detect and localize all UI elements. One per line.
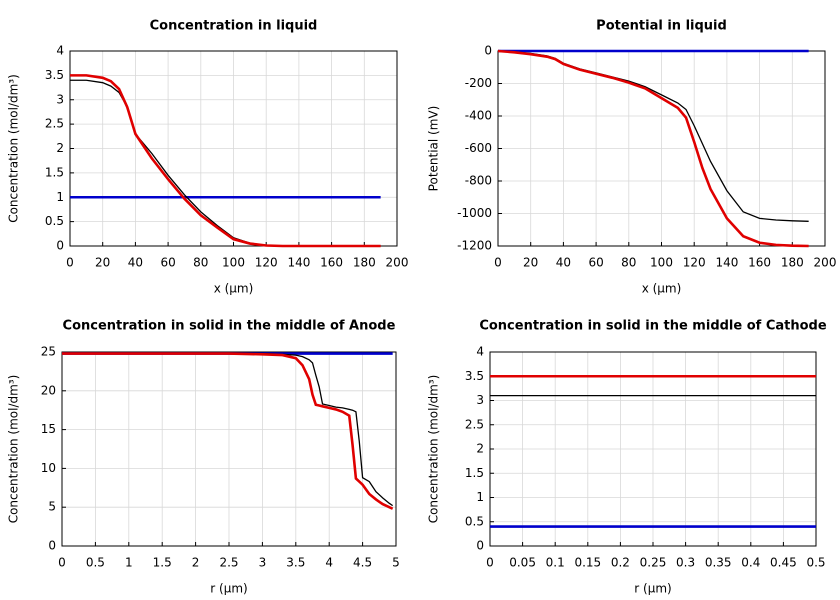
- x-tick-label: 20: [95, 256, 110, 270]
- x-axis-label: r (µm): [634, 582, 671, 596]
- y-tick-label: -1200: [457, 239, 492, 253]
- x-tick-label: 20: [523, 256, 538, 270]
- y-tick-label: 20: [41, 383, 56, 397]
- y-axis-label: Concentration (mol/dm³): [7, 375, 21, 524]
- x-tick-label: 80: [621, 256, 636, 270]
- y-tick-label: 15: [41, 422, 56, 436]
- x-tick-label: 0.15: [574, 556, 601, 570]
- x-tick-label: 0.05: [509, 556, 536, 570]
- x-tick-label: 4.5: [353, 556, 372, 570]
- x-tick-label: 180: [353, 256, 376, 270]
- y-tick-label: 0: [56, 239, 64, 253]
- y-tick-label: 3: [476, 393, 484, 407]
- y-tick-label: 1: [56, 190, 64, 204]
- x-tick-label: 0: [58, 556, 66, 570]
- x-tick-label: 180: [781, 256, 804, 270]
- y-tick-label: -1000: [457, 206, 492, 220]
- y-tick-label: -600: [465, 141, 492, 155]
- x-axis-label: x (µm): [642, 282, 682, 296]
- x-tick-label: 0.2: [611, 556, 630, 570]
- y-tick-label: 5: [48, 500, 56, 514]
- data-line: [62, 352, 394, 510]
- x-tick-label: 0.5: [806, 556, 825, 570]
- y-tick-label: 1: [476, 490, 484, 504]
- y-tick-label: 3.5: [465, 369, 484, 383]
- y-tick-label: 25: [41, 345, 56, 359]
- y-tick-label: 0: [484, 44, 492, 58]
- x-tick-label: 140: [287, 256, 310, 270]
- x-tick-label: 160: [320, 256, 343, 270]
- y-axis-label: Concentration (mol/dm³): [7, 74, 21, 223]
- y-tick-label: 2: [476, 442, 484, 456]
- x-tick-label: 60: [588, 256, 603, 270]
- y-tick-label: 4: [56, 44, 64, 58]
- x-tick-label: 0.1: [546, 556, 565, 570]
- y-axis-label: Concentration (mol/dm³): [427, 375, 441, 524]
- x-tick-label: 0: [486, 556, 494, 570]
- x-tick-label: 0.4: [741, 556, 760, 570]
- data-line: [70, 74, 381, 248]
- x-tick-label: 2.5: [219, 556, 238, 570]
- x-tick-label: 0: [66, 256, 74, 270]
- y-tick-label: 0.5: [45, 214, 64, 228]
- x-tick-label: 100: [650, 256, 673, 270]
- y-tick-label: 1.5: [45, 165, 64, 179]
- y-tick-label: 0.5: [465, 514, 484, 528]
- x-tick-label: 200: [386, 256, 409, 270]
- x-tick-label: 40: [556, 256, 571, 270]
- y-tick-label: -400: [465, 109, 492, 123]
- x-axis-label: r (µm): [210, 582, 247, 596]
- x-tick-label: 0.3: [676, 556, 695, 570]
- x-tick-label: 0: [494, 256, 502, 270]
- chart-title: Potential in liquid: [596, 19, 727, 34]
- y-tick-label: 2.5: [45, 117, 64, 131]
- x-axis-label: x (µm): [214, 282, 254, 296]
- chart-title: Concentration in liquid: [150, 19, 318, 34]
- x-tick-label: 40: [128, 256, 143, 270]
- data-line: [497, 49, 809, 248]
- x-tick-label: 0.5: [86, 556, 105, 570]
- x-tick-label: 0.45: [770, 556, 797, 570]
- x-tick-label: 200: [814, 256, 837, 270]
- y-tick-label: 3.5: [45, 68, 64, 82]
- x-tick-label: 0.35: [705, 556, 732, 570]
- x-tick-label: 2: [192, 556, 200, 570]
- y-tick-label: -800: [465, 174, 492, 188]
- plot-frame: [61, 351, 397, 547]
- x-tick-label: 3.5: [286, 556, 305, 570]
- x-tick-label: 4: [325, 556, 333, 570]
- x-tick-label: 5: [392, 556, 400, 570]
- chart-title: Concentration in solid in the middle of …: [63, 319, 396, 334]
- chart-title: Concentration in solid in the middle of …: [479, 319, 827, 334]
- y-tick-label: 1.5: [465, 466, 484, 480]
- y-tick-label: 2.5: [465, 417, 484, 431]
- data-line: [70, 79, 381, 247]
- plot-frame: [69, 50, 398, 247]
- y-tick-label: 3: [56, 92, 64, 106]
- x-tick-label: 1.5: [153, 556, 172, 570]
- y-tick-label: 0: [48, 539, 56, 553]
- data-line: [497, 50, 809, 222]
- y-tick-label: 0: [476, 539, 484, 553]
- x-tick-label: 80: [193, 256, 208, 270]
- y-tick-label: 4: [476, 345, 484, 359]
- y-tick-label: -200: [465, 76, 492, 90]
- y-axis-label: Potential (mV): [427, 106, 441, 192]
- x-tick-label: 140: [715, 256, 738, 270]
- x-tick-label: 120: [683, 256, 706, 270]
- x-tick-label: 120: [255, 256, 278, 270]
- x-tick-label: 160: [748, 256, 771, 270]
- x-tick-label: 1: [125, 556, 133, 570]
- x-tick-label: 60: [160, 256, 175, 270]
- y-tick-label: 2: [56, 141, 64, 155]
- x-tick-label: 3: [259, 556, 267, 570]
- y-tick-label: 10: [41, 461, 56, 475]
- x-tick-label: 100: [222, 256, 245, 270]
- x-tick-label: 0.25: [640, 556, 667, 570]
- plot-frame: [489, 351, 817, 547]
